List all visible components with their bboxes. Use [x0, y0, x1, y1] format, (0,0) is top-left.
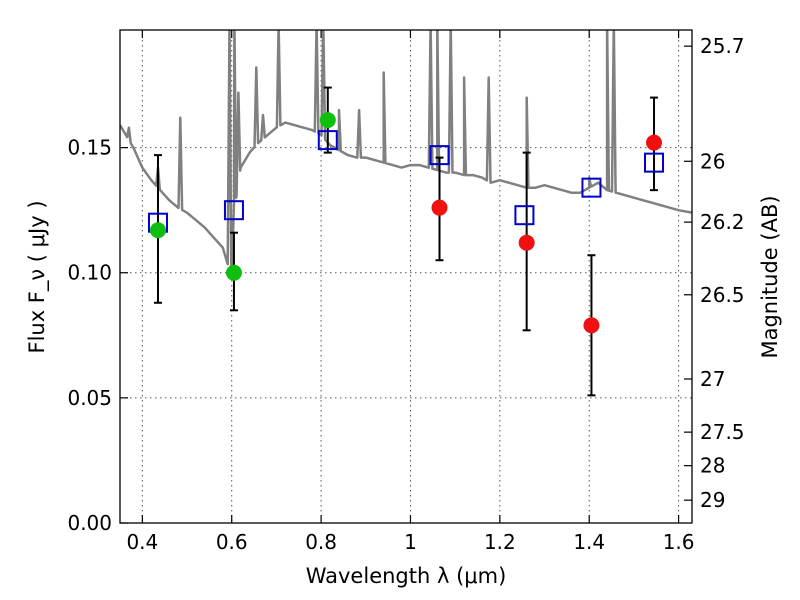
- right-tick-label: 27.5: [700, 420, 745, 444]
- y-tick-label: 0.00: [67, 511, 112, 535]
- observed-circle-marker: [646, 134, 663, 151]
- right-tick-label: 28: [700, 454, 725, 478]
- model-square-marker: [223, 200, 244, 221]
- observed-circle-marker: [518, 234, 535, 251]
- right-tick-label: 25.7: [700, 34, 745, 58]
- y-axis-label: Flux F_ν ( μJy ): [25, 200, 50, 353]
- model-spectrum-layer: [120, 30, 692, 280]
- y-tick-label: 0.05: [67, 386, 112, 410]
- plot-background: [120, 30, 692, 523]
- model-square-marker: [644, 152, 665, 173]
- tick-labels: 0.4 0.6 0.8 1 1.2 1.4 1.6 0.00 0.05 0.10 0.15 25.7 2…: [67, 34, 744, 554]
- x-tick-label: 0.8: [305, 530, 337, 554]
- y-right-axis-label: Magnitude (AB): [758, 195, 782, 358]
- y-tick-label: 0.10: [67, 261, 112, 285]
- ticks: [120, 30, 692, 524]
- model-square-marker: [429, 145, 450, 166]
- right-tick-label: 26.2: [700, 210, 745, 234]
- x-tick-label: 1.6: [663, 530, 695, 554]
- right-tick-label: 26.5: [700, 283, 745, 307]
- observed-circle-marker: [319, 112, 336, 129]
- y-tick-label: 0.15: [67, 136, 112, 160]
- model-square-marker: [514, 205, 535, 226]
- right-tick-label: 29: [700, 488, 725, 512]
- plot-frame: [119, 29, 693, 524]
- observed-circle-marker: [583, 317, 600, 334]
- x-tick-label: 0.4: [126, 530, 158, 554]
- observed-circle-marker: [225, 264, 242, 281]
- observed-circle-marker: [431, 199, 448, 216]
- observed-circle-marker: [149, 222, 166, 239]
- right-tick-label: 26: [700, 149, 725, 173]
- x-tick-label: 1.4: [573, 530, 605, 554]
- x-tick-label: 1: [404, 530, 417, 554]
- right-tick-label: 27: [700, 367, 725, 391]
- x-tick-label: 0.6: [216, 530, 248, 554]
- model-spectrum-line: [120, 30, 692, 280]
- x-tick-label: 1.2: [484, 530, 516, 554]
- marker-layer: [147, 112, 665, 334]
- x-axis-label: Wavelength λ (μm): [306, 564, 507, 588]
- model-square-marker: [317, 130, 338, 151]
- model-square-marker: [581, 177, 602, 198]
- grid: [120, 30, 692, 523]
